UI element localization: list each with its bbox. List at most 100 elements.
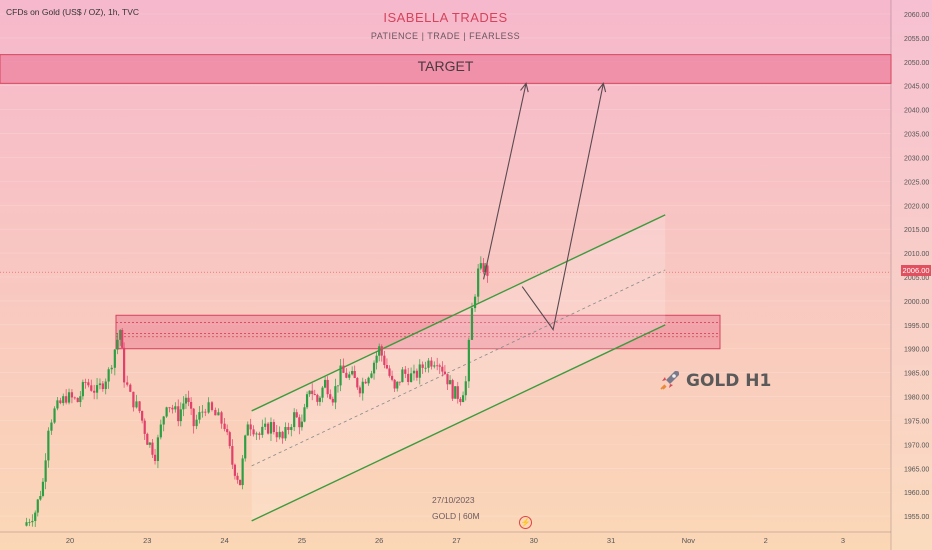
candle-body <box>264 423 267 427</box>
candle-body <box>336 385 340 387</box>
candle-body <box>129 384 132 392</box>
candle-body <box>159 424 162 438</box>
candle-body <box>204 411 207 413</box>
candle-body <box>138 401 141 411</box>
candle-body <box>132 391 135 408</box>
candle-body <box>62 396 65 404</box>
candle-body <box>223 423 226 430</box>
candle-body <box>198 412 201 420</box>
candle-body <box>375 355 378 363</box>
candle-body <box>412 370 416 374</box>
y-tick-label: 2005.00 <box>904 275 929 282</box>
flash-icon[interactable]: ⚡ <box>519 516 532 529</box>
candle-body <box>353 370 356 379</box>
candle-body <box>473 296 477 309</box>
candle-body <box>119 330 122 340</box>
candle-body <box>415 370 418 378</box>
candle-body <box>266 423 270 434</box>
candle-body <box>464 381 467 396</box>
candle-body <box>231 446 234 465</box>
candle-body <box>258 433 261 435</box>
candle-body <box>107 369 110 382</box>
candle-body <box>430 360 433 367</box>
candle-body <box>467 339 470 382</box>
candle-body <box>50 422 53 431</box>
candle-body <box>31 520 34 523</box>
candle-body <box>151 442 154 455</box>
candle-body <box>67 392 71 403</box>
candle-body <box>316 394 319 402</box>
candle-body <box>179 409 182 422</box>
x-tick-label: 27 <box>452 536 460 545</box>
candle-body <box>90 385 93 391</box>
y-tick-label: 1980.00 <box>904 395 929 402</box>
x-tick-label: 30 <box>530 536 538 545</box>
y-tick-label: 2050.00 <box>904 60 929 67</box>
candle-body <box>293 412 296 428</box>
candle-body <box>261 426 264 435</box>
y-tick-label: 2045.00 <box>904 84 929 91</box>
candle-body <box>104 381 107 390</box>
projection-arrow <box>483 83 527 280</box>
candle-body <box>388 368 391 376</box>
y-tick-label: 2025.00 <box>904 179 929 186</box>
chart-title: ISABELLA TRADES <box>383 10 508 25</box>
candle-body <box>459 398 462 403</box>
candle-body <box>385 364 389 369</box>
candle-body <box>298 417 301 428</box>
candle-body <box>76 397 79 403</box>
candle-body <box>451 380 454 399</box>
bottom-date: 27/10/2023 <box>432 495 475 505</box>
candle-body <box>255 433 258 435</box>
candle-body <box>184 397 188 404</box>
candle-body <box>98 383 102 386</box>
projection-arrow-head <box>520 82 529 93</box>
candle-body <box>427 360 430 368</box>
y-tick-label: 1970.00 <box>904 442 929 449</box>
candle-body <box>339 365 342 386</box>
channel-upper-line <box>251 214 666 412</box>
candle-body <box>300 421 303 428</box>
candle-body <box>345 372 348 378</box>
candle-body <box>81 382 84 397</box>
candle-body <box>210 402 214 410</box>
candle-body <box>287 426 290 431</box>
candle-body <box>73 397 76 399</box>
y-tick-label: 2020.00 <box>904 203 929 210</box>
candle-body <box>113 349 116 368</box>
candle-body <box>123 347 126 383</box>
candle-body <box>326 379 329 395</box>
candle-body <box>171 407 174 410</box>
candle-body <box>311 390 314 394</box>
x-tick-label: 20 <box>66 536 74 545</box>
candle-body <box>25 522 28 526</box>
candle-body <box>367 377 370 384</box>
candle-body <box>372 362 376 374</box>
candle-body <box>479 263 482 269</box>
candle-body <box>456 386 459 399</box>
y-tick-label: 1990.00 <box>904 347 929 354</box>
symbol-label: CFDs on Gold (US$ / OZ), 1h, TVC <box>6 7 140 17</box>
bottom-info: GOLD | 60M <box>432 511 480 521</box>
candle-body <box>177 406 180 422</box>
candle-body <box>438 365 441 367</box>
candle-body <box>252 429 255 435</box>
candle-body <box>269 422 273 434</box>
chart-subtitle: PATIENCE | TRADE | FEARLESS <box>370 31 521 41</box>
candle-body <box>53 408 56 423</box>
candle-body <box>39 496 42 500</box>
y-tick-label: 2035.00 <box>904 132 929 139</box>
target-zone-label: TARGET <box>417 58 474 74</box>
candle-body <box>47 430 50 461</box>
candle-body <box>407 373 410 382</box>
candle-body <box>278 431 281 438</box>
candle-body <box>421 364 424 368</box>
watermark-label: GOLD H1 <box>686 371 772 391</box>
y-tick-label: 2060.00 <box>904 12 929 19</box>
candle-body <box>28 522 31 523</box>
target-zone <box>0 54 892 84</box>
y-tick-label: 2010.00 <box>904 251 929 258</box>
y-tick-label: 2040.00 <box>904 108 929 115</box>
